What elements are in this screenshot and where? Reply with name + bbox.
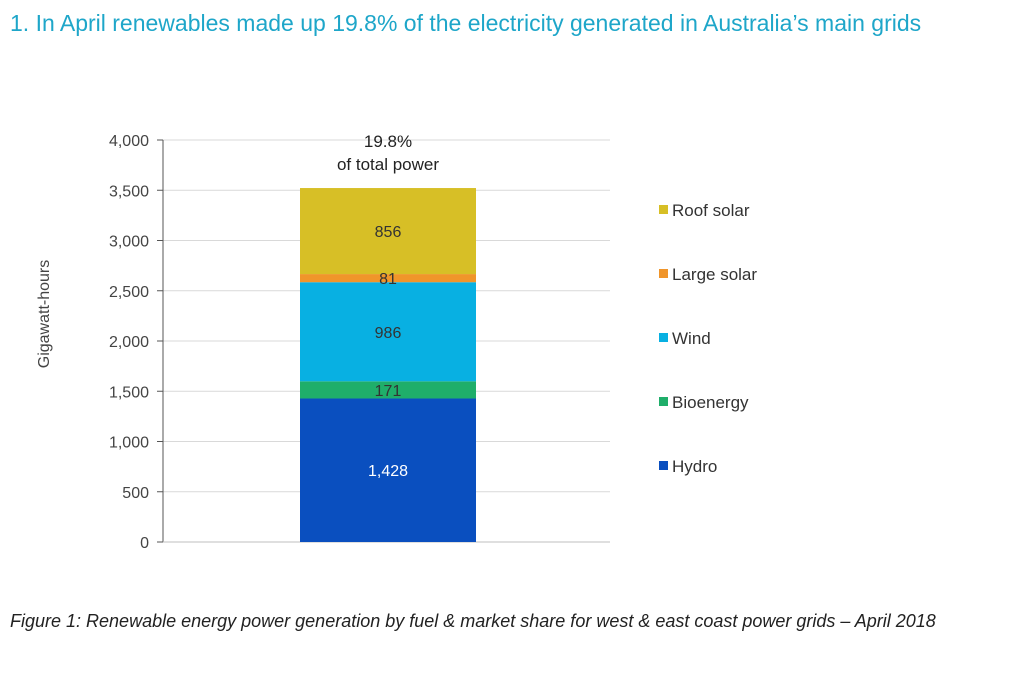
data-labels: 1,428 171 986 81 856 [368, 224, 408, 480]
legend-label-large-solar: Large solar [672, 265, 757, 284]
legend-label-hydro: Hydro [672, 457, 717, 476]
figure-caption: Figure 1: Renewable energy power generat… [10, 611, 936, 631]
bar-segment-roof-solar [300, 188, 476, 275]
bar-segment-bioenergy [300, 381, 476, 399]
legend-label-wind: Wind [672, 329, 711, 348]
data-label-roof-solar: 856 [375, 224, 402, 241]
y-tick-label: 1,500 [109, 384, 149, 401]
total-share-annotation-value: 19.8% [364, 132, 412, 151]
y-tick-label: 3,500 [109, 183, 149, 200]
bar-segment-hydro [300, 398, 476, 542]
legend-swatch-roof-solar [659, 205, 668, 214]
y-tick-label: 2,500 [109, 284, 149, 301]
total-share-annotation-text: of total power [337, 155, 439, 174]
data-label-bioenergy: 171 [375, 383, 402, 400]
data-label-large-solar: 81 [379, 271, 397, 288]
chart-title: 1. In April renewables made up 19.8% of … [10, 10, 922, 36]
y-tick-label: 3,000 [109, 234, 149, 251]
data-label-hydro: 1,428 [368, 463, 408, 480]
legend-swatch-bioenergy [659, 397, 668, 406]
legend: Roof solar Large solar Wind Bioenergy Hydro [659, 201, 757, 476]
legend-label-bioenergy: Bioenergy [672, 393, 749, 412]
y-tick-label: 4,000 [109, 133, 149, 150]
legend-swatch-hydro [659, 461, 668, 470]
bar-segment-wind [300, 282, 476, 382]
stacked-bar [300, 188, 476, 542]
legend-swatch-large-solar [659, 269, 668, 278]
bar-segment-large-solar [300, 274, 476, 283]
y-tick-label: 0 [140, 535, 149, 552]
y-axis: 0 500 1,000 1,500 2,000 2,500 3,000 3,500 4,000 [109, 133, 610, 552]
legend-label-roof-solar: Roof solar [672, 201, 750, 220]
data-label-wind: 986 [375, 325, 402, 342]
y-tick-label: 2,000 [109, 334, 149, 351]
legend-swatch-wind [659, 333, 668, 342]
y-tick-label: 500 [122, 485, 149, 502]
y-tick-label: 1,000 [109, 435, 149, 452]
y-axis-title: Gigawatt-hours [36, 260, 53, 369]
